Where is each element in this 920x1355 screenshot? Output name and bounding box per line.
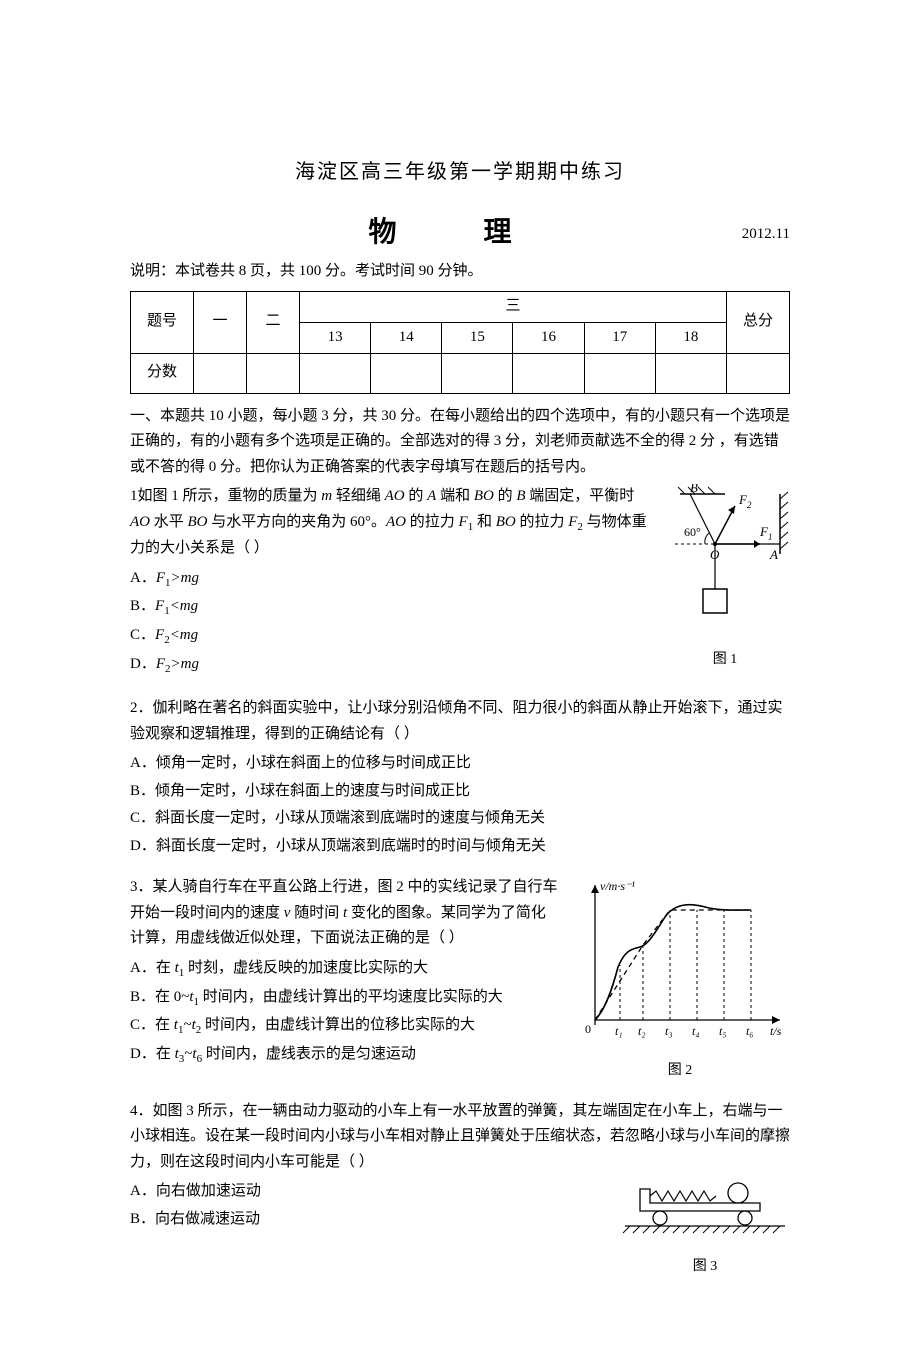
question-3: 0 t₁ t₂ t₃ t₄ t₅ t₆ t/s v/m·s⁻¹ <box>130 875 790 1082</box>
svg-text:t/s: t/s <box>770 1024 782 1038</box>
fig1-A: A <box>769 547 778 562</box>
th-three: 三 <box>300 291 727 322</box>
th-17: 17 <box>584 322 655 353</box>
th-two: 二 <box>247 291 300 353</box>
svg-text:v/m·s⁻¹: v/m·s⁻¹ <box>600 879 635 893</box>
svg-text:0: 0 <box>585 1022 591 1036</box>
svg-text:t₂: t₂ <box>638 1024 646 1038</box>
th-18: 18 <box>655 322 726 353</box>
q2-options: A．倾角一定时，小球在斜面上的位移与时间成正比 B．倾角一定时，小球在斜面上的速… <box>130 751 790 859</box>
fig1-angle: 60° <box>684 525 701 539</box>
score-cell <box>194 353 247 393</box>
svg-text:F1: F1 <box>759 524 772 542</box>
subtitle-row: 物 理 2012.11 <box>130 209 790 249</box>
q2-optC: C．斜面长度一定时，小球从顶端滚到底端时的速度与倾角无关 <box>130 806 790 832</box>
svg-text:t₃: t₃ <box>665 1024 673 1038</box>
score-cell <box>442 353 513 393</box>
score-cell <box>584 353 655 393</box>
svg-text:t₆: t₆ <box>746 1024 754 1038</box>
score-cell <box>655 353 726 393</box>
q4-text: 4．如图 3 所示，在一辆由动力驱动的小车上有一水平放置的弹簧，其左端固定在小车… <box>130 1099 790 1176</box>
page-title: 海淀区高三年级第一学期期中练习 <box>130 155 790 189</box>
figure-1-label: 图 1 <box>660 648 790 672</box>
section-1-instructions: 一、本题共 10 小题，每小题 3 分，共 30 分。在每小题给出的四个选项中，… <box>130 404 790 481</box>
q2-optB: B．倾角一定时，小球在斜面上的速度与时间成正比 <box>130 779 790 805</box>
figure-2-svg: 0 t₁ t₂ t₃ t₄ t₅ t₆ t/s v/m·s⁻¹ <box>570 875 790 1045</box>
svg-text:t₁: t₁ <box>615 1024 623 1038</box>
subject-heading: 物 理 <box>368 209 551 257</box>
th-13: 13 <box>300 322 371 353</box>
score-cell <box>300 353 371 393</box>
q2-text: 2．伽利略在著名的斜面实验中，让小球分别沿倾角不同、阻力很小的斜面从静止开始滚下… <box>130 696 790 747</box>
question-1: B F2 60° O A F1 图 1 1如图 1 所示，重物的质量为 m 轻细… <box>130 484 790 680</box>
figure-2-label: 图 2 <box>570 1059 790 1083</box>
figure-2: 0 t₁ t₂ t₃ t₄ t₅ t₆ t/s v/m·s⁻¹ <box>570 875 790 1082</box>
q2-optA: A．倾角一定时，小球在斜面上的位移与时间成正比 <box>130 751 790 777</box>
score-cell <box>513 353 584 393</box>
score-cell <box>371 353 442 393</box>
score-cell <box>727 353 790 393</box>
score-cell <box>247 353 300 393</box>
exam-date: 2012.11 <box>742 222 790 248</box>
svg-text:F2: F2 <box>738 492 752 510</box>
figure-1-svg: B F2 60° O A F1 <box>660 484 790 634</box>
th-14: 14 <box>371 322 442 353</box>
figure-3-svg <box>620 1171 790 1241</box>
question-2: 2．伽利略在著名的斜面实验中，让小球分别沿倾角不同、阻力很小的斜面从静止开始滚下… <box>130 696 790 859</box>
question-4: 4．如图 3 所示，在一辆由动力驱动的小车上有一水平放置的弹簧，其左端固定在小车… <box>130 1099 790 1279</box>
row-score-label: 分数 <box>131 353 194 393</box>
figure-3: 图 3 <box>620 1171 790 1278</box>
th-number: 题号 <box>131 291 194 353</box>
q2-optD: D．斜面长度一定时，小球从顶端滚到底端时的时间与倾角无关 <box>130 834 790 860</box>
fig1-B: B <box>690 484 698 495</box>
svg-text:t₅: t₅ <box>719 1024 727 1038</box>
figure-3-label: 图 3 <box>620 1255 790 1279</box>
th-15: 15 <box>442 322 513 353</box>
th-16: 16 <box>513 322 584 353</box>
th-one: 一 <box>194 291 247 353</box>
figure-1: B F2 60° O A F1 图 1 <box>660 484 790 671</box>
svg-text:t₄: t₄ <box>692 1024 700 1038</box>
document-page: 海淀区高三年级第一学期期中练习 物 理 2012.11 说明：本试卷共 8 页，… <box>0 0 920 1355</box>
fig1-O: O <box>710 547 720 562</box>
th-total: 总分 <box>727 291 790 353</box>
score-table: 题号 一 二 三 总分 13 14 15 16 17 18 分数 <box>130 291 790 394</box>
exam-description: 说明：本试卷共 8 页，共 100 分。考试时间 90 分钟。 <box>130 259 790 285</box>
